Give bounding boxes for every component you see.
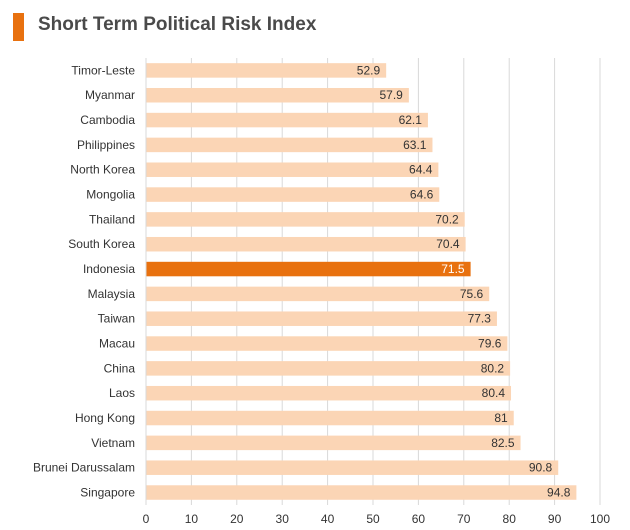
x-tick-label: 10 [185, 512, 199, 526]
category-label: China [104, 361, 136, 375]
data-label: 90.8 [529, 461, 553, 475]
bar [146, 361, 511, 376]
bar [146, 63, 387, 78]
highlighted-bar [146, 261, 471, 277]
bar [146, 137, 433, 153]
bar [146, 87, 409, 103]
category-label: Vietnam [91, 436, 135, 450]
bar [146, 385, 512, 401]
category-label: Hong Kong [75, 411, 135, 425]
data-label: 77.3 [468, 312, 492, 326]
category-label: Taiwan [98, 312, 135, 326]
bar [146, 286, 490, 302]
category-label: Singapore [80, 486, 135, 500]
category-label: Brunei Darussalam [33, 461, 135, 475]
category-label: Cambodia [80, 113, 135, 127]
category-label: North Korea [70, 163, 135, 177]
x-tick-label: 0 [143, 512, 150, 526]
data-label: 70.4 [436, 237, 460, 251]
bar [146, 460, 559, 475]
data-label: 64.6 [410, 188, 434, 202]
bar [146, 311, 497, 326]
data-label: 63.1 [403, 138, 427, 152]
bar [146, 162, 439, 177]
data-label: 70.2 [435, 212, 459, 226]
bar [146, 410, 514, 426]
x-tick-label: 80 [503, 512, 517, 526]
data-label: 81 [494, 411, 508, 425]
x-tick-label: 50 [366, 512, 380, 526]
category-label: Thailand [89, 212, 135, 226]
title-accent-bar [13, 13, 24, 41]
data-label: 79.6 [478, 337, 502, 351]
x-tick-label: 90 [548, 512, 562, 526]
bar [146, 212, 465, 227]
chart-header: Short Term Political Risk Index [0, 0, 630, 50]
x-tick-label: 40 [321, 512, 335, 526]
data-label: 75.6 [460, 287, 484, 301]
x-tick-label: 30 [276, 512, 290, 526]
category-label: South Korea [68, 237, 135, 251]
chart-title: Short Term Political Risk Index [38, 14, 317, 35]
category-label: Timor-Leste [71, 63, 135, 77]
data-label: 62.1 [399, 113, 423, 127]
bar [146, 112, 428, 128]
data-label: 52.9 [357, 63, 381, 77]
x-tick-label: 20 [230, 512, 244, 526]
category-label: Mongolia [86, 188, 135, 202]
bar [146, 236, 466, 252]
x-tick-label: 70 [457, 512, 471, 526]
x-tick-label: 60 [412, 512, 426, 526]
category-label: Malaysia [88, 287, 136, 301]
category-label: Laos [109, 386, 135, 400]
bar [146, 485, 577, 500]
data-label: 82.5 [491, 436, 515, 450]
data-label: 57.9 [380, 88, 404, 102]
bar [146, 187, 440, 202]
category-label: Indonesia [83, 262, 135, 276]
bar [146, 435, 521, 451]
category-label: Macau [99, 337, 135, 351]
data-label: 71.5 [441, 262, 465, 276]
data-label: 80.4 [482, 386, 506, 400]
x-tick-label: 100 [590, 512, 610, 526]
data-label: 64.4 [409, 163, 433, 177]
data-label: 80.2 [481, 361, 505, 375]
category-label: Myanmar [85, 88, 135, 102]
bar [146, 336, 508, 351]
category-label: Philippines [77, 138, 135, 152]
data-label: 94.8 [547, 486, 571, 500]
